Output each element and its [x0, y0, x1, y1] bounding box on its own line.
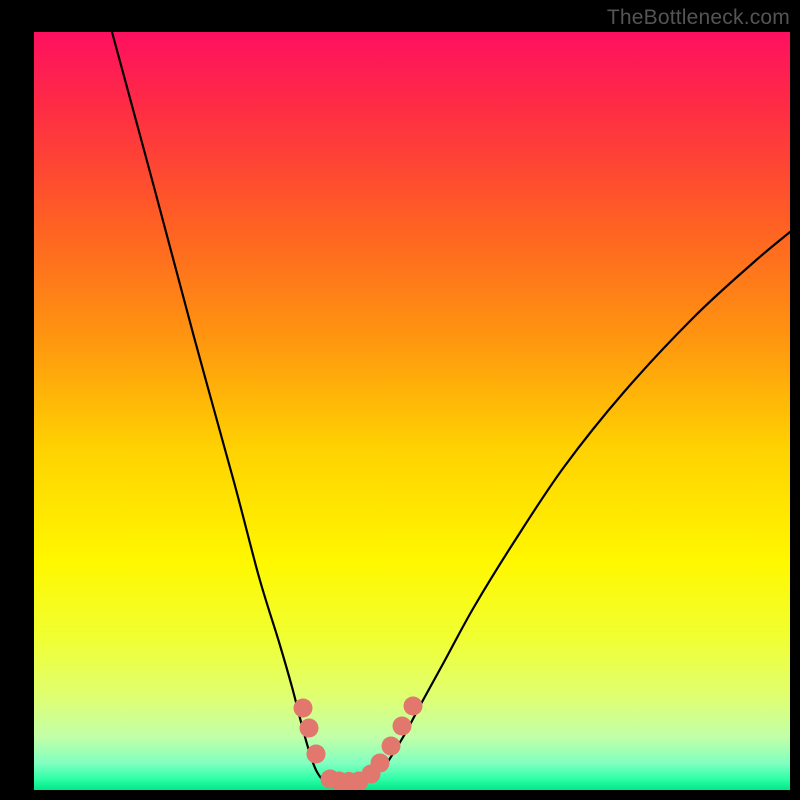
data-marker: [404, 697, 423, 716]
plot-background: [34, 32, 790, 790]
data-marker: [294, 699, 313, 718]
data-marker: [300, 719, 319, 738]
data-marker: [371, 754, 390, 773]
watermark-text: TheBottleneck.com: [607, 6, 790, 30]
data-marker: [307, 745, 326, 764]
data-marker: [393, 717, 412, 736]
data-marker: [382, 737, 401, 756]
chart-frame: TheBottleneck.com: [0, 0, 800, 800]
bottleneck-chart: [34, 32, 790, 790]
